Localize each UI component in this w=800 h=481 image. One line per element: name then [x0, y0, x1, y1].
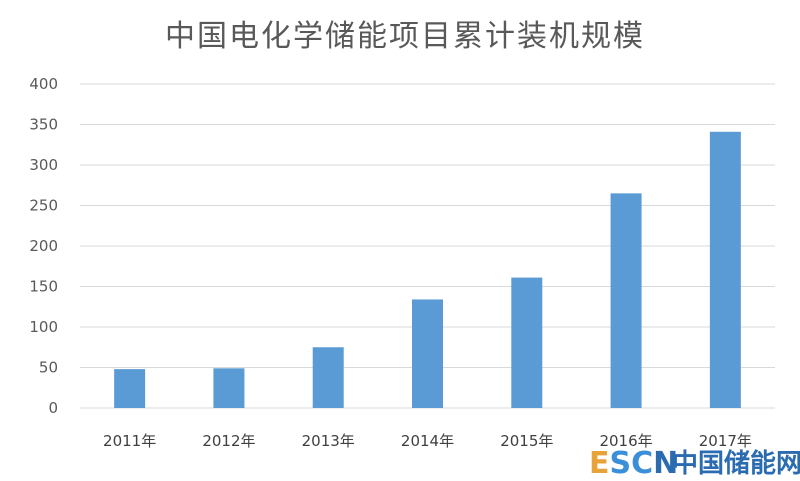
bar-2 — [213, 368, 245, 408]
x-tick-label: 2011年 — [103, 432, 156, 450]
chart-title: 中国电化学储能项目累计装机规模 — [165, 19, 645, 54]
watermark-letter-e: E — [589, 446, 610, 481]
y-tick-label: 50 — [39, 359, 58, 377]
x-tick-label: 2012年 — [202, 432, 255, 450]
y-tick-label: 400 — [29, 75, 58, 93]
bars — [114, 131, 741, 409]
y-tick-label: 100 — [29, 318, 58, 336]
watermark: ESCN 中国储能网 — [589, 446, 800, 481]
y-tick-label: 300 — [29, 156, 58, 174]
watermark-letter-c: C — [631, 446, 653, 481]
x-tick-label: 2014年 — [401, 432, 454, 450]
bar-7 — [709, 131, 741, 409]
x-tick-label: 2013年 — [302, 432, 355, 450]
watermark-letter-s: S — [610, 446, 632, 481]
bar-1 — [114, 369, 146, 408]
watermark-letter-n: N — [653, 446, 678, 481]
x-tick-label: 2017年 — [699, 432, 752, 450]
y-tick-label: 350 — [29, 116, 58, 134]
watermark-cn: 中国储能网 — [672, 448, 800, 479]
bar-4 — [412, 299, 443, 408]
y-axis-ticks: 0 50 100 150 200 250 300 350 400 — [29, 75, 58, 417]
bar-5 — [511, 277, 543, 408]
y-tick-label: 150 — [29, 278, 58, 296]
gridlines — [80, 83, 775, 409]
y-tick-label: 0 — [48, 399, 58, 417]
watermark-escn: ESCN — [589, 446, 678, 481]
x-tick-label: 2015年 — [500, 432, 553, 450]
bar-3 — [312, 347, 344, 408]
y-tick-label: 250 — [29, 197, 58, 215]
bar-6 — [610, 193, 642, 408]
y-tick-label: 200 — [29, 237, 58, 255]
x-axis-ticks: 2011年 2012年 2013年 2014年 2015年 2016年 2017年 — [103, 432, 752, 450]
x-tick-label: 2016年 — [599, 432, 652, 450]
